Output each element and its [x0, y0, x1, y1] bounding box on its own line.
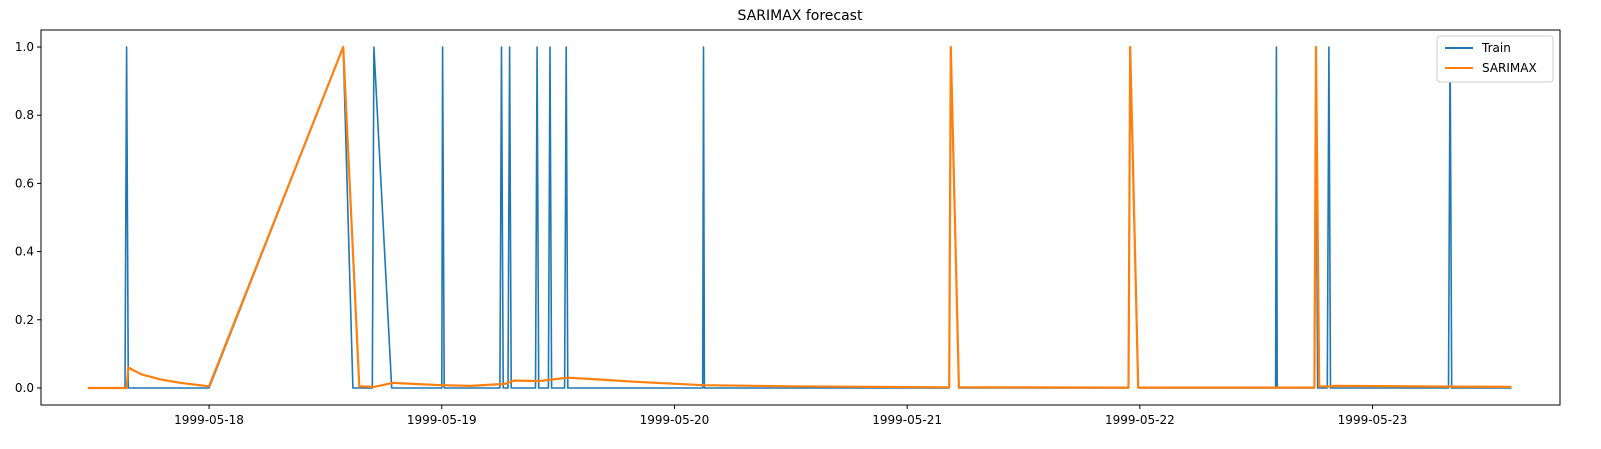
y-tick-label: 0.2 [15, 313, 34, 327]
y-axis: 0.0 0.2 0.4 0.6 0.8 1.0 [15, 40, 41, 395]
legend: Train SARIMAX [1436, 35, 1554, 83]
x-tick-label: 1999-05-23 [1338, 413, 1408, 427]
x-tick-label: 1999-05-19 [407, 413, 477, 427]
plot-frame [40, 29, 1561, 406]
x-tick-label: 1999-05-18 [174, 413, 244, 427]
x-tick-label: 1999-05-22 [1105, 413, 1175, 427]
y-tick-label: 0.4 [15, 245, 34, 259]
series-line-train [87, 46, 1512, 389]
x-axis: 1999-05-18 1999-05-19 1999-05-20 1999-05-21… [174, 405, 1407, 427]
x-tick-label: 1999-05-21 [872, 413, 942, 427]
legend-label: SARIMAX [1482, 61, 1537, 75]
y-tick-label: 0.0 [15, 381, 34, 395]
chart-title: SARIMAX forecast [738, 8, 863, 24]
legend-label: Train [1481, 41, 1511, 55]
y-tick-label: 0.6 [15, 176, 34, 190]
series-line-sarimax [87, 45, 1512, 390]
plot-area [87, 45, 1512, 390]
y-tick-label: 0.8 [15, 108, 34, 122]
y-tick-label: 1.0 [15, 40, 34, 54]
x-tick-label: 1999-05-20 [640, 413, 710, 427]
